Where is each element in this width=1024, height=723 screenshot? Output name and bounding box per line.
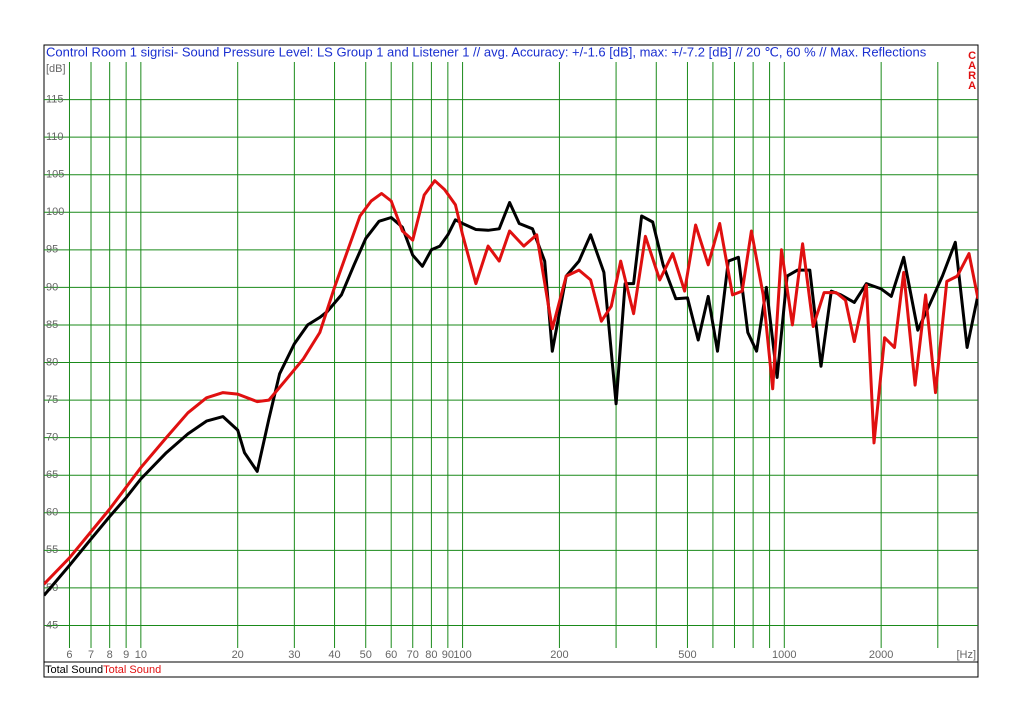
logo: CARA [966, 50, 978, 90]
legend-entry: Total Sound [103, 664, 161, 676]
x-tick-label: 500 [678, 649, 696, 661]
y-tick-label: 75 [46, 394, 58, 406]
x-tick-label: 200 [550, 649, 568, 661]
y-tick-label: 90 [46, 281, 58, 293]
x-tick-label: 70 [407, 649, 419, 661]
x-tick-label: 9 [123, 649, 129, 661]
x-tick-label: 60 [385, 649, 397, 661]
y-tick-label: 85 [46, 319, 58, 331]
x-axis-label: [Hz] [956, 649, 976, 661]
x-tick-label: 80 [425, 649, 437, 661]
x-tick-label: 6 [66, 649, 72, 661]
y-tick-label: 105 [46, 169, 64, 181]
x-tick-label: 10 [135, 649, 147, 661]
y-tick-label: 70 [46, 432, 58, 444]
y-axis-label: [dB] [46, 63, 66, 75]
x-tick-label: 2000 [869, 649, 893, 661]
x-tick-label: 100 [453, 649, 471, 661]
y-tick-label: 110 [46, 131, 64, 143]
y-tick-label: 45 [46, 619, 58, 631]
legend: Total Sound Total Sound [45, 664, 161, 676]
x-tick-label: 1000 [772, 649, 796, 661]
frame [43, 44, 979, 678]
y-tick-label: 100 [46, 206, 64, 218]
y-tick-label: 95 [46, 244, 58, 256]
x-tick-label: 50 [360, 649, 372, 661]
y-tick-label: 80 [46, 356, 58, 368]
x-tick-label: 7 [88, 649, 94, 661]
x-tick-label: 90 [442, 649, 454, 661]
y-tick-label: 115 [46, 93, 64, 105]
chart-title: Control Room 1 sigrisi- Sound Pressure L… [46, 44, 927, 59]
series-line [44, 179, 978, 586]
legend-entry: Total Sound [45, 664, 103, 676]
plot [44, 179, 978, 597]
x-tick-label: 8 [107, 649, 113, 661]
x-tick-label: 30 [288, 649, 300, 661]
y-tick-label: 55 [46, 544, 58, 556]
y-tick-label: 60 [46, 507, 58, 519]
x-tick-label: 40 [328, 649, 340, 661]
x-tick-label: 20 [232, 649, 244, 661]
y-tick-label: 65 [46, 469, 58, 481]
grid: 45 50 55 60 65 70 75 80 85 90 95 100 105 110 115 6 7 8 9 10… [44, 62, 978, 661]
